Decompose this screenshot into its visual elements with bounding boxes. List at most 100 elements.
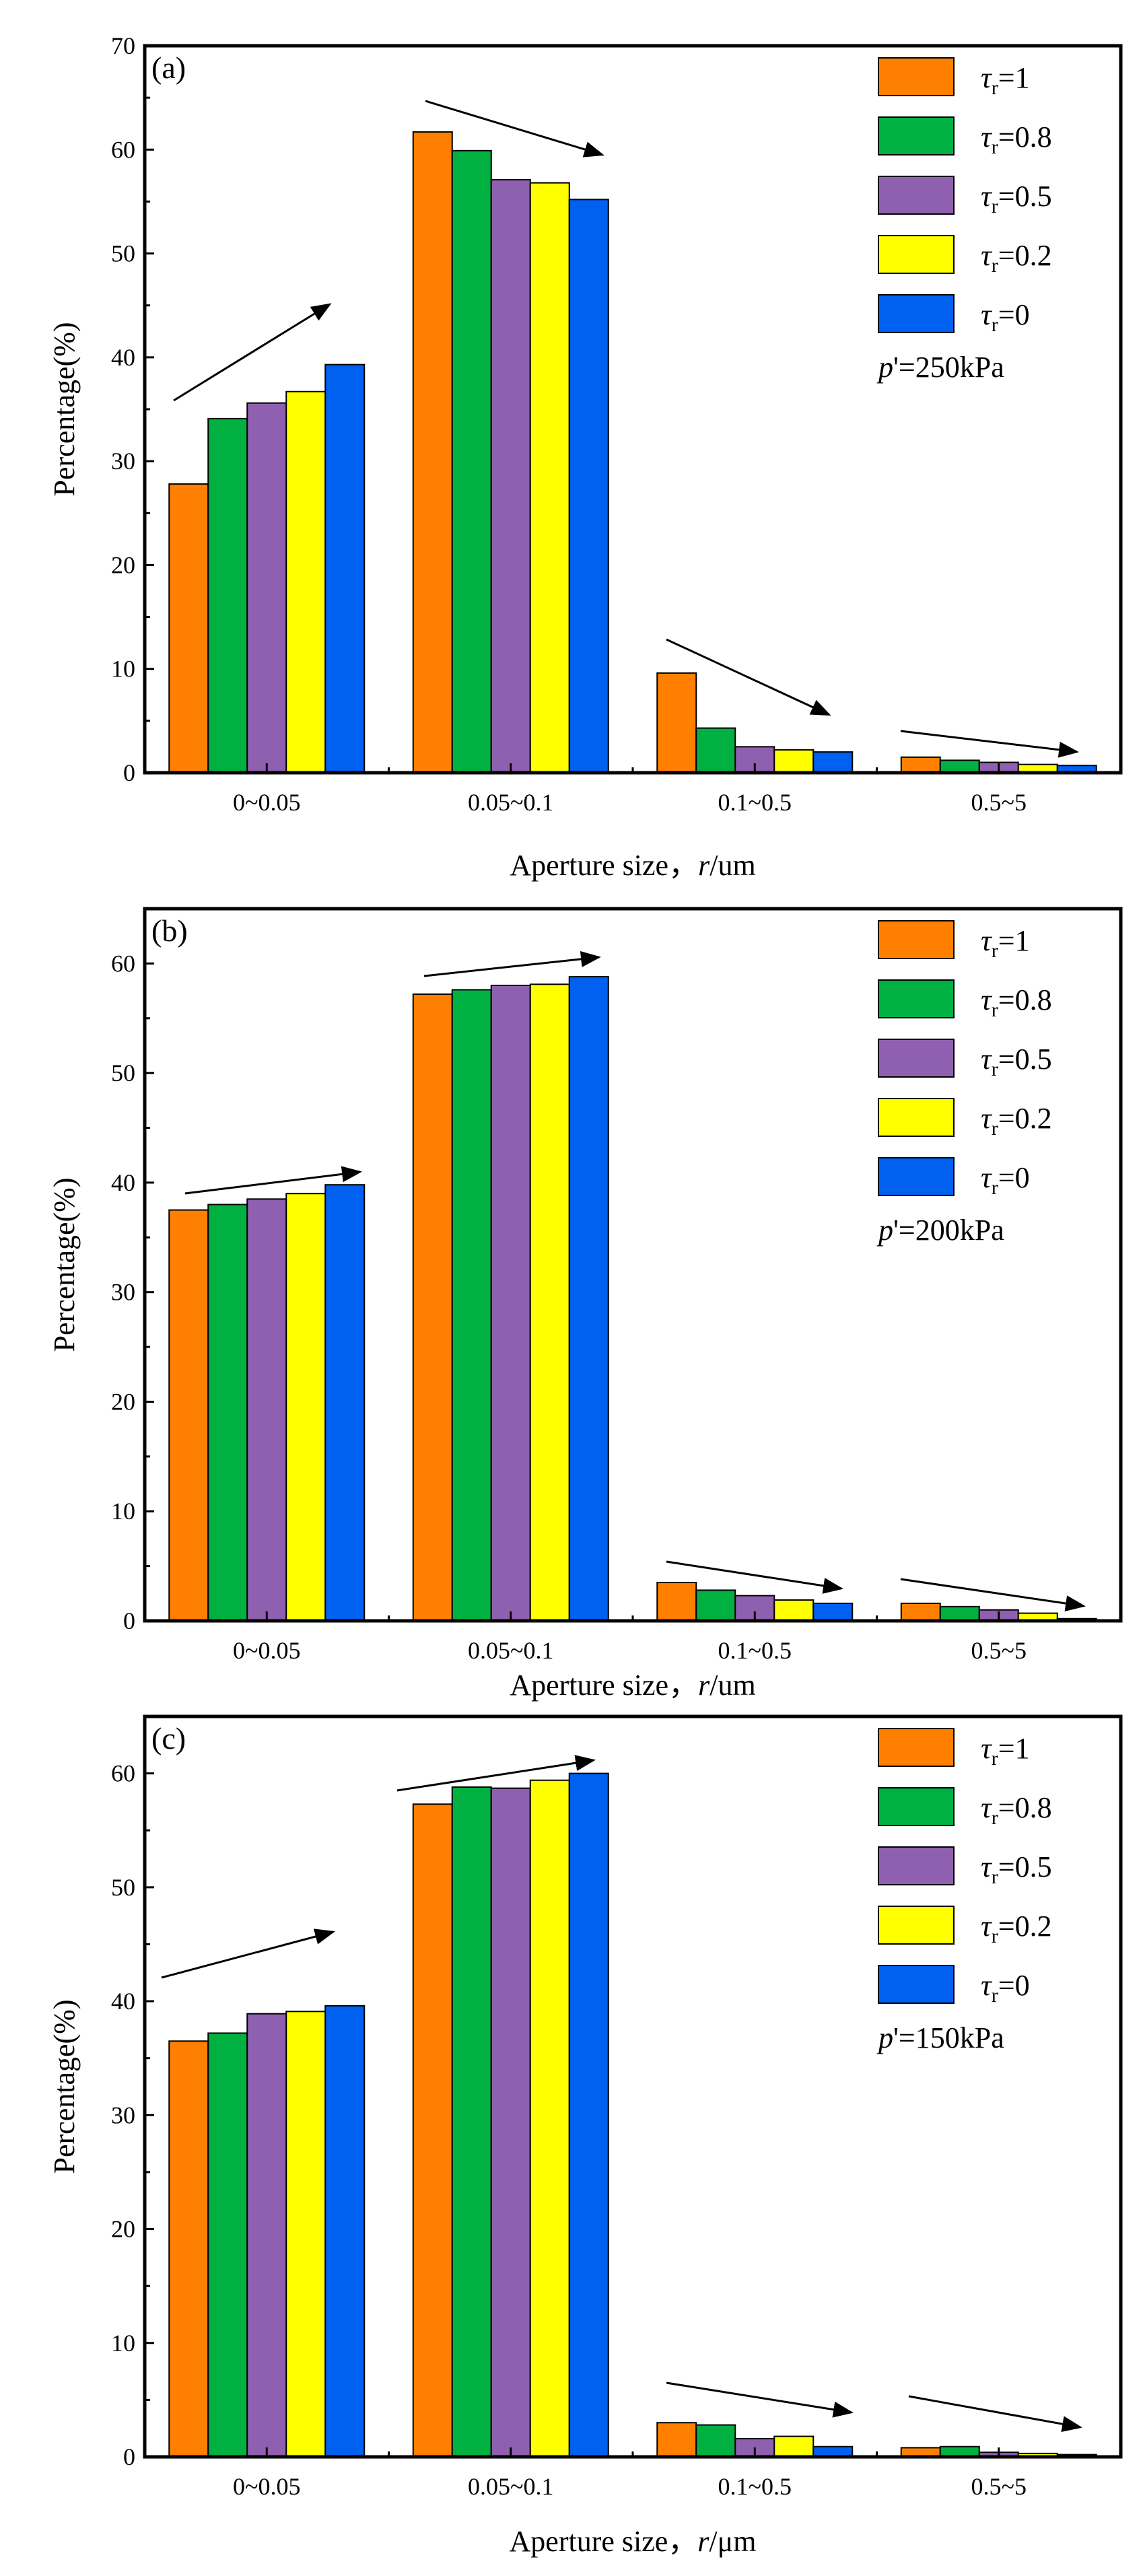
y-axis-title: Percentage(%) bbox=[48, 322, 81, 497]
pressure-label: p'=200kPa bbox=[876, 1214, 1004, 1247]
y-tick-label: 40 bbox=[111, 1988, 135, 2015]
y-tick-label: 70 bbox=[111, 32, 135, 59]
bar-0~0.05-tau-0.5 bbox=[246, 402, 287, 773]
y-tick-label: 20 bbox=[111, 551, 135, 578]
legend-swatch-tau-0.5 bbox=[878, 176, 955, 215]
legend-swatch-tau-0.2 bbox=[878, 1906, 955, 1945]
legend-swatch-tau-1 bbox=[878, 1728, 955, 1767]
bar-0~0.05-tau-0.8 bbox=[207, 417, 248, 773]
x-axis-title: Aperture size，r/μm bbox=[510, 2525, 757, 2558]
panel-label: (b) bbox=[151, 913, 188, 948]
trend-arrow-0~0.05 bbox=[184, 1166, 362, 1195]
y-tick-label: 50 bbox=[111, 1874, 135, 1901]
bar-0.1~0.5-tau-0.2 bbox=[773, 2435, 815, 2458]
legend-swatch-tau-0.8 bbox=[878, 979, 955, 1018]
x-tick-label: 0.05~0.1 bbox=[468, 2473, 553, 2500]
bar-0~0.05-tau-1 bbox=[168, 483, 209, 773]
bar-0.5~5-tau-1 bbox=[900, 756, 941, 774]
y-tick-label: 60 bbox=[111, 950, 135, 977]
trend-arrow-0.1~0.5 bbox=[666, 638, 831, 716]
bar-0~0.05-tau-1 bbox=[168, 2040, 209, 2458]
x-tick-label: 0.1~0.5 bbox=[718, 1637, 792, 1664]
x-tick-label: 0.1~0.5 bbox=[718, 2473, 792, 2500]
bar-0~0.05-tau-0.2 bbox=[285, 1193, 326, 1622]
x-tick-label: 0~0.05 bbox=[233, 1637, 300, 1664]
bar-0.1~0.5-tau-0.8 bbox=[695, 2424, 736, 2458]
y-tick-label: 40 bbox=[111, 1169, 135, 1196]
legend-swatch-tau-0 bbox=[878, 1965, 955, 2004]
bar-0.1~0.5-tau-0 bbox=[812, 1602, 854, 1622]
x-axis-title: Aperture size，r/um bbox=[510, 849, 755, 882]
bar-0.1~0.5-tau-1 bbox=[656, 1582, 697, 1622]
legend-swatch-tau-1 bbox=[878, 920, 955, 959]
trend-arrow-0.5~5 bbox=[908, 2395, 1082, 2433]
x-axis-title: Aperture size，r/um bbox=[510, 1669, 755, 1702]
pressure-label: p'=250kPa bbox=[876, 351, 1004, 384]
bar-0.1~0.5-tau-0.2 bbox=[773, 749, 815, 773]
legend-label-tau-0: τr=0 bbox=[981, 1969, 1030, 2007]
y-tick-label: 10 bbox=[111, 2330, 135, 2357]
bar-0.5~5-tau-0.8 bbox=[939, 759, 980, 774]
legend-swatch-tau-0 bbox=[878, 294, 955, 333]
x-tick-label: 0~0.05 bbox=[233, 789, 300, 816]
x-tick-label: 0.05~0.1 bbox=[468, 1637, 553, 1664]
bar-0.1~0.5-tau-1 bbox=[656, 672, 697, 774]
bar-0~0.05-tau-1 bbox=[168, 1209, 209, 1622]
y-axis-title: Percentage(%) bbox=[48, 2000, 81, 2174]
legend-swatch-tau-0 bbox=[878, 1157, 955, 1196]
trend-arrow-0~0.05 bbox=[161, 1928, 335, 1979]
legend-swatch-tau-0.8 bbox=[878, 116, 955, 155]
bar-0.05~0.1-tau-0 bbox=[568, 199, 609, 774]
y-tick-label: 10 bbox=[111, 656, 135, 683]
trend-arrow-0.1~0.5 bbox=[666, 2381, 854, 2418]
x-tick-label: 0.5~5 bbox=[971, 789, 1027, 816]
bar-0.05~0.1-tau-0.2 bbox=[529, 983, 570, 1622]
legend-swatch-tau-0.5 bbox=[878, 1846, 955, 1885]
panel-label: (a) bbox=[151, 50, 186, 85]
legend-label-tau-0.5: τr=0.5 bbox=[981, 1850, 1052, 1888]
y-tick-label: 10 bbox=[111, 1498, 135, 1525]
bar-0.1~0.5-tau-0 bbox=[812, 751, 854, 773]
trend-arrow-0.05~0.1 bbox=[423, 950, 601, 977]
legend-swatch-tau-1 bbox=[878, 57, 955, 96]
legend-label-tau-0.8: τr=0.8 bbox=[981, 983, 1052, 1021]
legend-swatch-tau-0.8 bbox=[878, 1787, 955, 1826]
y-tick-label: 60 bbox=[111, 136, 135, 163]
legend-label-tau-0.5: τr=0.5 bbox=[981, 1043, 1052, 1080]
y-tick-label: 30 bbox=[111, 448, 135, 475]
x-tick-label: 0.05~0.1 bbox=[468, 789, 553, 816]
chart-panel-a: 0 10 20 30 40 50 60 70 0~0.05 0.05~0.1 0.1~0.5 0.5~… bbox=[48, 32, 1123, 882]
trend-arrow-0.05~0.1 bbox=[425, 100, 604, 158]
y-tick-label: 60 bbox=[111, 1760, 135, 1787]
bar-0~0.05-tau-0.2 bbox=[285, 390, 326, 773]
bar-0~0.05-tau-0.2 bbox=[285, 2011, 326, 2458]
y-axis-title: Percentage(%) bbox=[48, 1178, 81, 1352]
legend-label-tau-0.8: τr=0.8 bbox=[981, 120, 1052, 158]
legend-label-tau-1: τr=1 bbox=[981, 1732, 1030, 1770]
y-tick-label: 0 bbox=[123, 759, 135, 786]
bar-0.05~0.1-tau-1 bbox=[412, 1803, 453, 2458]
y-tick-label: 20 bbox=[111, 2216, 135, 2243]
trend-arrow-0.05~0.1 bbox=[396, 1755, 596, 1792]
bar-0.1~0.5-tau-0.8 bbox=[695, 1589, 736, 1622]
bar-0.1~0.5-tau-0.2 bbox=[773, 1599, 815, 1622]
bar-0.05~0.1-tau-0.5 bbox=[490, 179, 531, 773]
bar-0~0.05-tau-0 bbox=[324, 2005, 366, 2458]
legend-label-tau-0.2: τr=0.2 bbox=[981, 239, 1052, 277]
bar-0.5~5-tau-1 bbox=[900, 1602, 941, 1622]
y-tick-label: 50 bbox=[111, 240, 135, 267]
bar-0.05~0.1-tau-0.2 bbox=[529, 1779, 570, 2458]
x-tick-label: 0.5~5 bbox=[971, 2473, 1027, 2500]
bar-0~0.05-tau-0.8 bbox=[207, 2032, 248, 2458]
bar-0.05~0.1-tau-0.8 bbox=[451, 989, 492, 1622]
legend-label-tau-0.2: τr=0.2 bbox=[981, 1910, 1052, 1947]
bar-0.05~0.1-tau-0.8 bbox=[451, 149, 492, 774]
bar-0.05~0.1-tau-0.8 bbox=[451, 1786, 492, 2458]
bar-0.05~0.1-tau-0.2 bbox=[529, 182, 570, 773]
trend-arrow-0.1~0.5 bbox=[666, 1560, 843, 1594]
y-tick-label: 0 bbox=[123, 2443, 135, 2470]
x-tick-label: 0~0.05 bbox=[233, 2473, 300, 2500]
y-tick-label: 20 bbox=[111, 1388, 135, 1415]
bar-0.5~5-tau-0.8 bbox=[939, 1605, 980, 1622]
